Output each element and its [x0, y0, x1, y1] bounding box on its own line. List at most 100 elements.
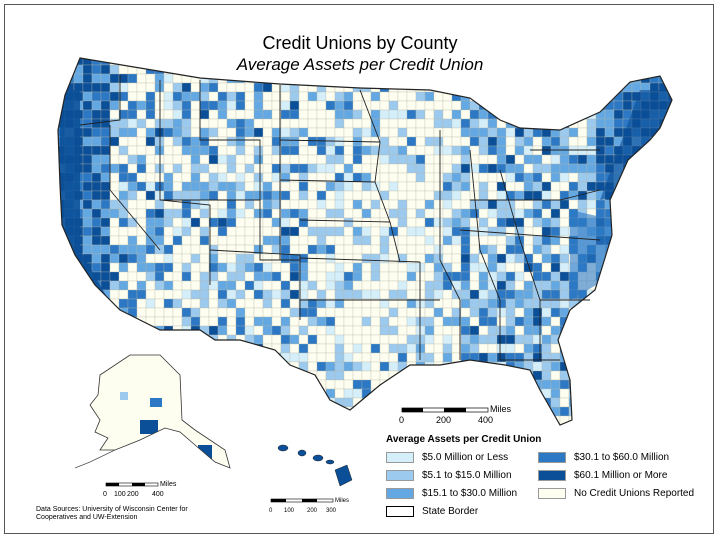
county-cell: [577, 307, 588, 318]
county-cell: [514, 100, 525, 111]
county-cell: [658, 343, 669, 354]
county-cell: [631, 406, 642, 417]
county-cell: [622, 316, 633, 327]
county-cell: [658, 280, 669, 291]
county-cell: [541, 352, 552, 363]
county-cell: [253, 82, 264, 93]
county-cell: [523, 154, 534, 165]
county-cell: [244, 361, 255, 372]
county-cell: [181, 253, 192, 264]
county-cell: [613, 334, 624, 345]
county-cell: [145, 73, 156, 84]
county-cell: [568, 154, 579, 165]
county-cell: [604, 388, 615, 399]
county-cell: [433, 163, 444, 174]
county-cell: [253, 226, 264, 237]
county-cell: [433, 217, 444, 228]
county-cell: [352, 217, 363, 228]
county-cell: [298, 82, 309, 93]
county-cell: [487, 379, 498, 390]
county-cell: [145, 208, 156, 219]
county-cell: [235, 352, 246, 363]
county-cell: [640, 280, 651, 291]
county-cell: [370, 397, 381, 408]
county-cell: [298, 334, 309, 345]
county-cell: [514, 244, 525, 255]
county-cell: [91, 172, 102, 183]
county-cell: [406, 415, 417, 425]
county-cell: [523, 199, 534, 210]
county-cell: [235, 64, 246, 75]
county-cell: [496, 235, 507, 246]
county-cell: [289, 208, 300, 219]
county-cell: [586, 199, 597, 210]
county-cell: [208, 181, 219, 192]
county-cell: [397, 163, 408, 174]
county-cell: [100, 253, 111, 264]
county-cell: [406, 217, 417, 228]
county-cell: [397, 352, 408, 363]
county-cell: [208, 172, 219, 183]
county-cell: [136, 163, 147, 174]
county-cell: [424, 424, 435, 425]
county-cell: [433, 118, 444, 129]
county-cell: [595, 73, 606, 84]
county-cell: [667, 280, 672, 291]
county-cell: [640, 226, 651, 237]
county-cell: [307, 118, 318, 129]
county-cell: [424, 316, 435, 327]
county-cell: [424, 361, 435, 372]
county-cell: [677, 209, 686, 218]
county-cell: [82, 379, 93, 390]
county-cell: [523, 289, 534, 300]
county-cell: [667, 298, 672, 309]
county-cell: [145, 136, 156, 147]
county-cell: [307, 334, 318, 345]
county-cell: [64, 379, 75, 390]
county-cell: [190, 316, 201, 327]
county-cell: [577, 388, 588, 399]
county-cell: [622, 100, 633, 111]
county-cell: [514, 280, 525, 291]
county-cell: [280, 235, 291, 246]
county-cell: [379, 406, 390, 417]
county-cell: [190, 397, 201, 408]
county-cell: [244, 343, 255, 354]
county-cell: [190, 154, 201, 165]
county-cell: [505, 262, 516, 273]
county-cell: [433, 307, 444, 318]
county-cell: [127, 262, 138, 273]
county-cell: [325, 190, 336, 201]
county-cell: [595, 145, 606, 156]
county-cell: [433, 154, 444, 165]
county-cell: [559, 91, 570, 102]
county-cell: [541, 109, 552, 120]
county-cell: [154, 64, 165, 75]
county-cell: [460, 154, 471, 165]
county-cell: [406, 199, 417, 210]
county-cell: [154, 334, 165, 345]
county-cell: [415, 244, 426, 255]
main-scale-unit: Miles: [490, 404, 512, 414]
county-cell: [523, 172, 534, 183]
county-cell: [631, 388, 642, 399]
county-cell: [190, 280, 201, 291]
county-cell: [244, 154, 255, 165]
county-cell: [325, 397, 336, 408]
county-cell: [550, 73, 561, 84]
county-cell: [424, 58, 435, 66]
county-cell: [244, 82, 255, 93]
county-cell: [622, 199, 633, 210]
county-cell: [190, 136, 201, 147]
county-cell: [343, 289, 354, 300]
county-cell: [172, 145, 183, 156]
county-cell: [262, 379, 273, 390]
county-cell: [649, 370, 660, 381]
county-cell: [541, 172, 552, 183]
county-cell: [82, 208, 93, 219]
county-cell: [631, 199, 642, 210]
county-cell: [271, 73, 282, 84]
county-cell: [190, 271, 201, 282]
county-cell: [586, 379, 597, 390]
county-cell: [406, 388, 417, 399]
